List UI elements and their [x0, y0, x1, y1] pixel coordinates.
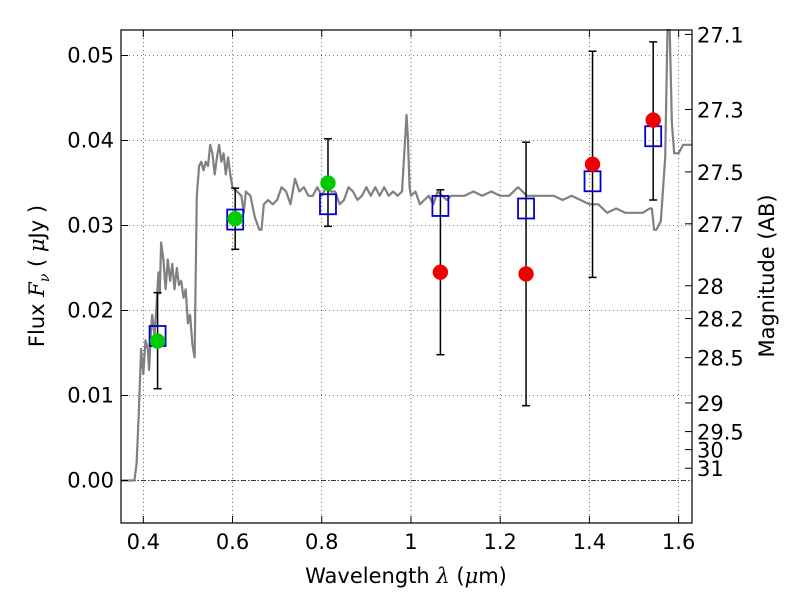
x-tick-label: 0.8: [305, 530, 338, 554]
x-axis-label-unit-close: m): [478, 564, 507, 588]
x-tick-label: 0.6: [216, 530, 249, 554]
mag-tick-label: 29: [697, 392, 724, 416]
mag-tick-label: 28.5: [697, 347, 744, 371]
y-axis-label-text: Flux: [25, 297, 49, 347]
x-tick-label: 0.4: [127, 530, 160, 554]
x-tick-label: 1: [404, 530, 417, 554]
model-photometry-square: [226, 208, 245, 231]
y-tick-label: 0.03: [67, 214, 114, 238]
y-axis-label-F: F: [25, 281, 49, 298]
plot-frame: [120, 29, 693, 524]
detections-point: [227, 210, 243, 227]
x-tick-label: 1.4: [573, 530, 606, 554]
y-axis-label-unit-open: (: [25, 252, 49, 274]
y-axis-label: Flux Fν ( μJy ): [25, 205, 53, 347]
x-tick-label: 1.2: [483, 530, 516, 554]
y-tick-label: 0.02: [67, 299, 114, 323]
x-axis-label-unit-open: (: [450, 564, 465, 588]
x-axis-label-mu: μ: [465, 564, 479, 588]
mag-tick-label: 27.3: [697, 98, 744, 122]
non-detections-point: [432, 264, 449, 280]
mag-tick-label: 29.5: [697, 421, 744, 445]
y2-axis-label: Magnitude (AB): [755, 194, 779, 357]
y-axis-label-unit-close: Jy ): [25, 205, 49, 241]
model-photometry-square: [319, 193, 337, 216]
model-spectrum-line: [121, 28, 692, 482]
x-tick-label: 1.6: [662, 530, 695, 554]
grid-lines: [121, 30, 692, 523]
y-axis-label-nu: ν: [37, 273, 53, 282]
detections-point: [320, 175, 336, 191]
mag-tick-label: 27.1: [697, 23, 744, 47]
y-tick-label: 0.01: [67, 384, 114, 408]
mag-tick-label: 28.2: [697, 308, 744, 332]
axis-ticks: 0.4 0.6 0.8 1 1.2 1.4 1.6 0.00 0.01 0.02 0.03 0.04 0…: [67, 23, 744, 554]
detections-point: [149, 333, 166, 349]
non-detections-point: [584, 156, 601, 173]
model-photometry-square: [431, 195, 450, 217]
x-axis-label-text: Wavelength: [305, 564, 436, 588]
non-detections-point: [645, 112, 661, 128]
non-detections-point: [518, 266, 534, 282]
y-tick-label: 0.00: [67, 469, 114, 493]
model-photometry-square: [517, 197, 535, 220]
mag-tick-label: 27.5: [697, 161, 744, 185]
y-tick-label: 0.04: [67, 129, 114, 153]
y-tick-label: 0.05: [67, 44, 114, 68]
y-axis-label-mu: μ: [25, 238, 49, 252]
x-axis-label-lambda: λ: [435, 564, 449, 588]
x-axis-label: Wavelength λ (μm): [305, 564, 507, 588]
data-layer: [121, 28, 692, 482]
mag-tick-label: 30: [697, 439, 724, 463]
mag-tick-label: 31: [697, 457, 724, 481]
mag-tick-label: 27.7: [697, 213, 744, 237]
mag-tick-label: 28: [697, 275, 724, 299]
